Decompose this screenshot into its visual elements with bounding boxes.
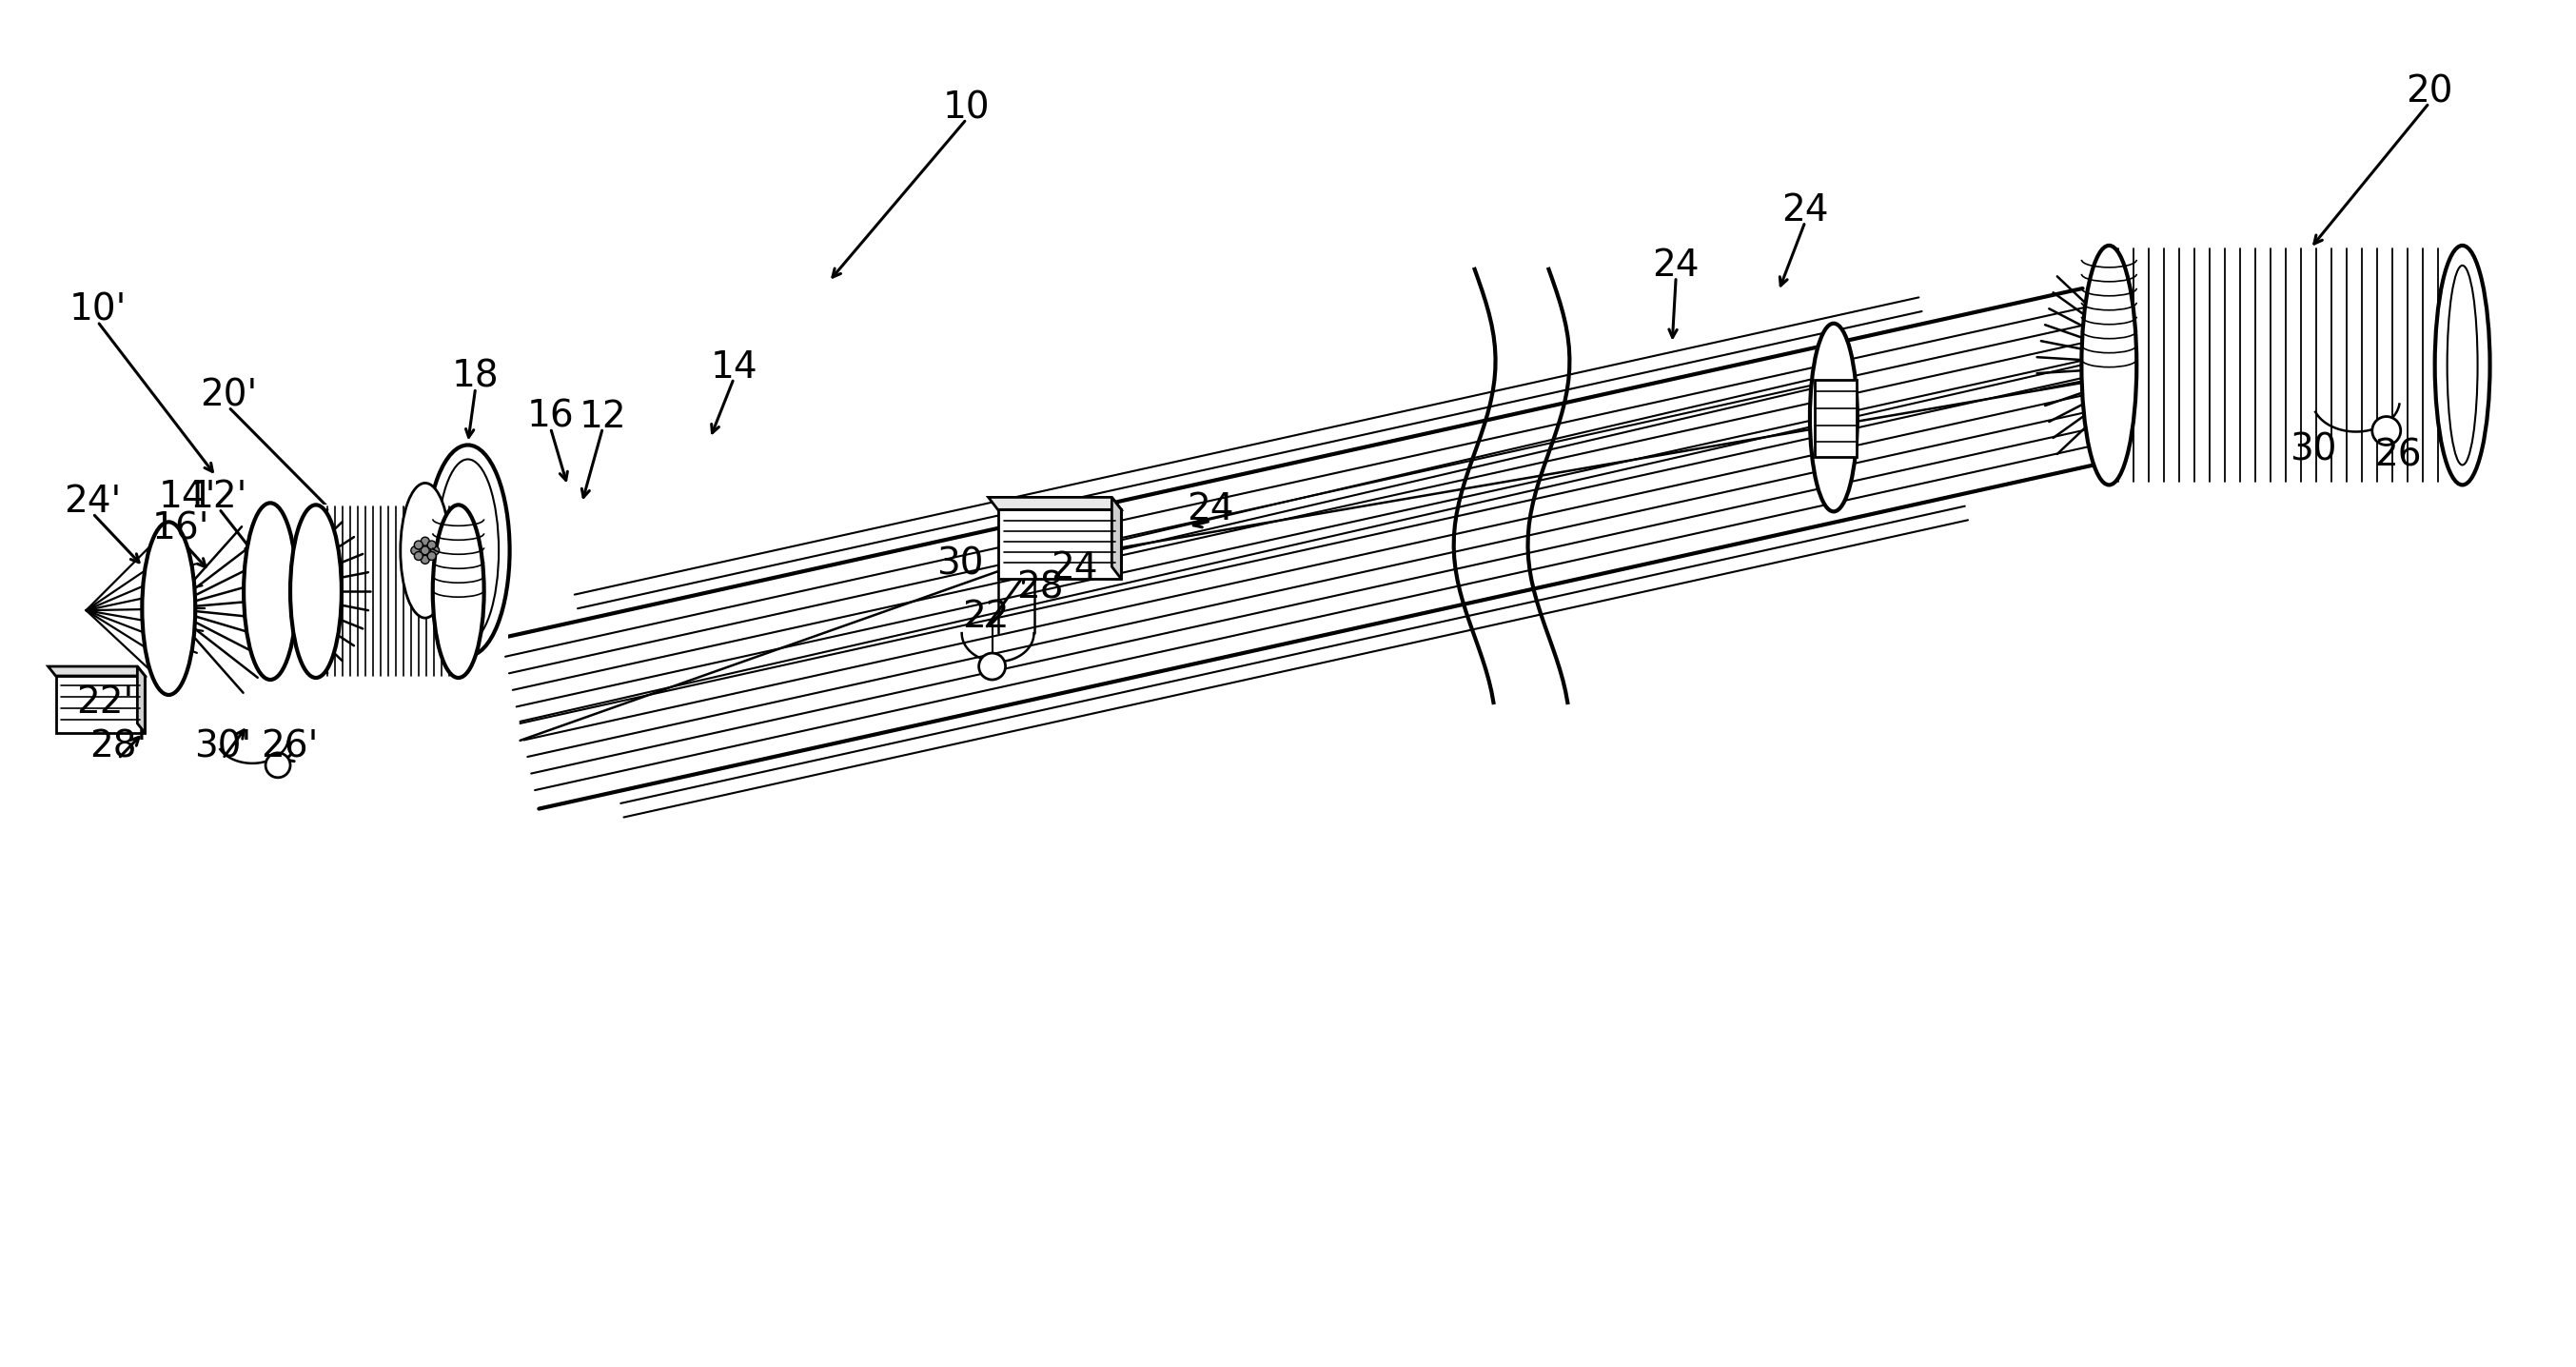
Ellipse shape	[428, 552, 435, 560]
Ellipse shape	[412, 547, 420, 555]
Text: 20': 20'	[201, 377, 258, 414]
Polygon shape	[997, 510, 1121, 580]
Ellipse shape	[420, 555, 430, 563]
Polygon shape	[57, 675, 144, 733]
Text: 14': 14'	[160, 480, 216, 515]
Text: 10: 10	[943, 90, 989, 126]
Text: 28': 28'	[90, 729, 147, 766]
Polygon shape	[1814, 380, 1857, 458]
Text: 24: 24	[1051, 551, 1097, 586]
Text: 22': 22'	[77, 685, 134, 720]
Text: 18: 18	[451, 358, 500, 395]
Text: 30: 30	[935, 545, 984, 582]
Ellipse shape	[245, 503, 296, 679]
Text: 10': 10'	[70, 293, 126, 328]
Polygon shape	[1113, 498, 1121, 580]
Text: 26': 26'	[260, 729, 317, 766]
Text: 24: 24	[1188, 492, 1234, 528]
Ellipse shape	[2434, 246, 2491, 485]
Ellipse shape	[265, 753, 291, 778]
Text: 28: 28	[1015, 570, 1064, 606]
Ellipse shape	[1811, 324, 1857, 511]
Polygon shape	[428, 446, 507, 655]
Polygon shape	[989, 498, 1121, 510]
Ellipse shape	[415, 552, 422, 560]
Ellipse shape	[291, 504, 343, 678]
Text: 12: 12	[580, 398, 626, 435]
Text: 26: 26	[2375, 437, 2421, 473]
Text: 24: 24	[1783, 193, 1829, 228]
Ellipse shape	[420, 537, 430, 545]
Polygon shape	[314, 504, 459, 678]
Text: 12': 12'	[191, 480, 247, 515]
Text: 22: 22	[961, 599, 1010, 636]
Ellipse shape	[2372, 417, 2401, 446]
Text: 30': 30'	[193, 729, 252, 766]
Ellipse shape	[428, 541, 435, 550]
Text: 14: 14	[711, 349, 757, 385]
Polygon shape	[2110, 246, 2455, 484]
Ellipse shape	[420, 547, 430, 555]
Ellipse shape	[415, 541, 422, 550]
Polygon shape	[49, 666, 144, 675]
Text: 24': 24'	[64, 484, 121, 519]
Polygon shape	[137, 666, 144, 733]
Text: 24: 24	[1651, 247, 1700, 283]
Ellipse shape	[142, 522, 196, 694]
Text: 20: 20	[2406, 74, 2452, 109]
Text: 16': 16'	[152, 510, 209, 547]
Ellipse shape	[433, 504, 484, 678]
Ellipse shape	[399, 483, 451, 618]
Ellipse shape	[430, 547, 440, 555]
Ellipse shape	[979, 653, 1005, 679]
Text: 16: 16	[528, 398, 574, 435]
Ellipse shape	[2081, 246, 2136, 485]
Text: 30: 30	[2290, 432, 2336, 468]
Ellipse shape	[425, 446, 510, 656]
